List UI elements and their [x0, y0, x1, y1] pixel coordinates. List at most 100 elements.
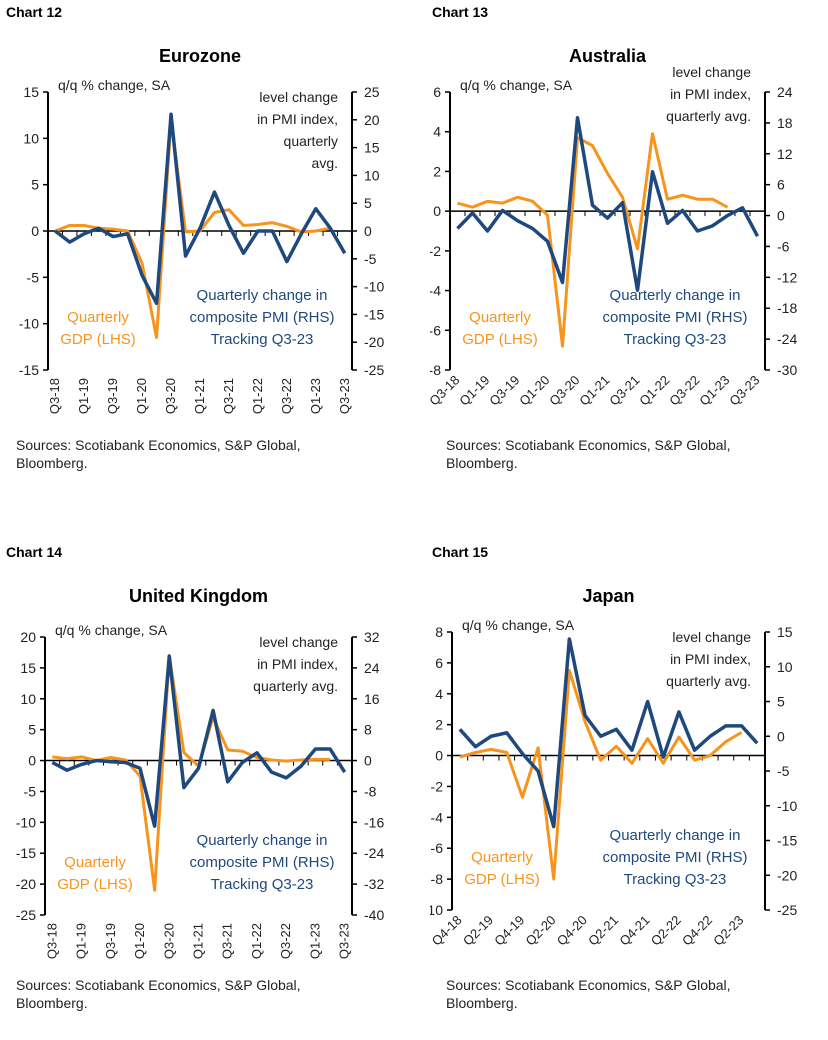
rhs-axis-label: quarterly avg. — [666, 108, 751, 124]
lhs-axis-label: q/q % change, SA — [462, 617, 575, 633]
right-tick-label: -25 — [777, 902, 797, 918]
right-tick-label: 8 — [364, 722, 372, 738]
pmi-legend-label: Tracking Q3-23 — [624, 331, 727, 348]
lhs-axis-label: q/q % change, SA — [58, 77, 171, 93]
x-tick-label: Q3-23 — [337, 923, 352, 959]
gdp-line — [457, 132, 729, 348]
pmi-legend-label: Quarterly change in — [610, 827, 741, 844]
left-tick-label: 5 — [28, 722, 36, 738]
x-tick-label: Q2-19 — [460, 912, 496, 948]
x-tick-label: Q1-21 — [192, 378, 207, 414]
right-tick-label: -15 — [364, 306, 384, 322]
rhs-axis-label: level change — [672, 629, 751, 645]
right-tick-label: 18 — [777, 115, 793, 131]
chart-title: United Kingdom — [129, 586, 268, 606]
x-tick-label: Q4-22 — [679, 912, 715, 948]
chart-13: Chart 13 Australia-8-6-4-20246-30-24-18-… — [430, 0, 828, 500]
x-tick-label: Q1-21 — [191, 923, 206, 959]
rhs-axis-label: avg. — [312, 155, 338, 171]
right-tick-label: -30 — [777, 362, 797, 378]
x-tick-label: Q1-21 — [576, 372, 612, 408]
left-tick-label: 4 — [435, 686, 443, 702]
chart-label: Chart 15 — [432, 544, 489, 560]
x-tick-label: Q3-22 — [278, 923, 293, 959]
x-tick-label: Q2-20 — [523, 912, 559, 948]
rhs-axis-label: quarterly avg. — [666, 673, 751, 689]
gdp-legend-label: Quarterly — [471, 849, 533, 866]
right-tick-label: 12 — [777, 146, 793, 162]
left-tick-label: -10 — [430, 902, 443, 918]
left-tick-label: 0 — [435, 748, 443, 764]
gdp-legend-label: GDP (LHS) — [57, 876, 133, 893]
chart-svg: Eurozone -15 -10 -5 0 5 10 15 -25 -20 -15 -10 -5 0 5 10… — [19, 46, 385, 414]
right-tick-label: -12 — [777, 269, 797, 285]
left-tick-label: -10 — [16, 814, 36, 830]
right-tick-label: -40 — [364, 907, 384, 923]
right-tick-label: 20 — [364, 112, 380, 128]
chart-12: Chart 12 Eurozone -15 -10 -5 0 5 10 15 -25 -20 -15… — [0, 0, 414, 500]
left-tick-label: 5 — [31, 177, 39, 193]
left-tick-label: -15 — [16, 845, 36, 861]
x-tick-label: Q2-22 — [648, 912, 684, 948]
x-tick-label: Q3-21 — [606, 372, 642, 408]
left-tick-label: -15 — [19, 362, 39, 378]
chart-svg: United Kingdom -25 -20 -15 -10 -5 0 5 10 15 20 -40 -… — [16, 586, 385, 959]
pmi-line — [458, 637, 759, 829]
x-tick-label: Q1-23 — [307, 923, 322, 959]
right-tick-label: -6 — [777, 238, 790, 254]
right-tick-label: 0 — [364, 753, 372, 769]
x-tick-label: Q3-21 — [220, 923, 235, 959]
right-tick-label: 5 — [364, 195, 372, 211]
right-tick-label: 15 — [364, 140, 380, 156]
x-tick-label: Q1-19 — [74, 923, 89, 959]
chart-label: Chart 13 — [432, 4, 489, 20]
gdp-legend-label: GDP (LHS) — [60, 331, 136, 348]
x-tick-label: Q3-19 — [486, 372, 522, 408]
pmi-legend-label: composite PMI (RHS) — [602, 849, 747, 866]
chart-label: Chart 12 — [6, 4, 63, 20]
rhs-axis-label: in PMI index, — [670, 86, 751, 102]
left-tick-label: 15 — [20, 660, 36, 676]
left-tick-label: 10 — [20, 691, 36, 707]
chart-14: Chart 14 United Kingdom -25 -20 -15 -10 -5 0 5 1… — [0, 540, 414, 1040]
gdp-legend-label: GDP (LHS) — [464, 871, 540, 888]
x-tick-label: Q3-18 — [44, 923, 59, 959]
source-note: Sources: Scotiabank Economics, S&P Globa… — [446, 977, 731, 1011]
right-tick-label: -24 — [777, 331, 797, 347]
rhs-axis-label: level change — [259, 634, 338, 650]
x-tick-label: Q3-23 — [337, 378, 352, 414]
right-tick-label: 6 — [777, 177, 785, 193]
left-tick-label: -6 — [431, 840, 444, 856]
left-tick-label: -4 — [431, 809, 444, 825]
x-tick-label: Q4-19 — [491, 912, 527, 948]
right-tick-label: 24 — [364, 660, 380, 676]
gdp-line — [459, 669, 743, 881]
left-tick-label: 0 — [28, 753, 36, 769]
left-tick-label: 10 — [23, 130, 39, 146]
right-tick-label: -16 — [364, 814, 384, 830]
pmi-legend-label: Tracking Q3-23 — [211, 876, 314, 893]
gdp-legend-label: GDP (LHS) — [462, 331, 538, 348]
pmi-legend-label: Quarterly change in — [197, 832, 328, 849]
x-tick-label: Q3-19 — [103, 923, 118, 959]
right-tick-label: -10 — [777, 798, 797, 814]
gdp-legend-label: Quarterly — [469, 309, 531, 326]
right-tick-label: 16 — [364, 691, 380, 707]
pmi-legend-label: Tracking Q3-23 — [211, 331, 314, 348]
left-tick-label: -8 — [430, 362, 441, 378]
x-tick-label: Q1-23 — [308, 378, 323, 414]
lhs-axis-label: q/q % change, SA — [55, 622, 168, 638]
right-tick-label: -5 — [777, 763, 790, 779]
right-tick-label: 10 — [364, 167, 380, 183]
left-tick-label: 0 — [433, 203, 441, 219]
rhs-axis-label: in PMI index, — [670, 651, 751, 667]
left-tick-label: 6 — [433, 84, 441, 100]
right-tick-label: -24 — [364, 845, 384, 861]
left-tick-label: -5 — [27, 269, 40, 285]
gdp-legend-label: Quarterly — [67, 309, 129, 326]
left-tick-label: 2 — [435, 717, 443, 733]
left-tick-label: -10 — [19, 316, 39, 332]
left-tick-label: 8 — [435, 624, 443, 640]
right-tick-label: -8 — [364, 783, 377, 799]
right-tick-label: -25 — [364, 362, 384, 378]
